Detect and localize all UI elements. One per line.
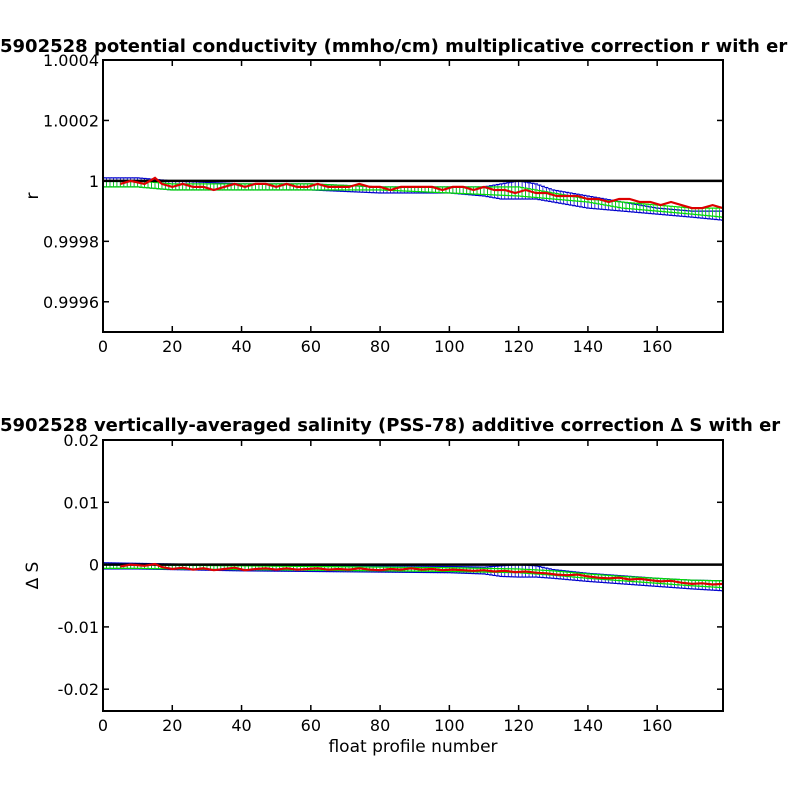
error-bar [644,203,649,211]
error-bar [679,206,684,214]
error-bar [572,196,577,202]
series-layer [103,562,723,592]
error-bar [721,210,723,221]
error-bar [357,185,362,191]
x-tick-label: 100 [434,337,465,356]
error-bar [624,201,629,209]
y-axis-label: r [23,193,43,200]
y-tick-label: 0.9996 [43,293,99,312]
error-bar [675,206,680,214]
error-bar [353,185,358,191]
plot-conductivity-correction: 0 20 40 60 80 100 120 140 160 0.9996 0.9998 1 1.0002… [23,51,724,356]
error-bar [592,199,597,204]
error-bar [714,207,719,218]
y-tick-label: -0.02 [58,680,99,699]
error-bar [620,201,625,209]
y-tick-label: 1.0002 [43,111,99,130]
error-bar [634,202,639,210]
error-bar [537,189,542,199]
error-bar [662,205,667,213]
error-bar [149,181,154,189]
y-tick-label: 1.0004 [43,51,99,70]
x-tick-label: 120 [503,716,534,735]
y-tick-label: 0.02 [63,431,99,450]
x-tick-label: 20 [162,716,182,735]
y-tick-label: 0.9998 [43,232,99,251]
error-bar [707,207,712,217]
error-bar [513,186,518,197]
x-tick-label: 60 [301,337,321,356]
estimate-line [119,176,723,210]
x-tick-label: 40 [231,716,251,735]
plot-frame [102,439,724,712]
error-bar [665,205,670,213]
error-bar [211,564,216,570]
x-axis-label: float profile number [328,737,497,757]
x-tick-label: 20 [162,337,182,356]
series-layer [103,176,723,221]
x-tick-label: 140 [573,337,604,356]
chart-title-top: 5902528 potential conductivity (mmho/cm)… [0,36,787,57]
x-tick-label: 140 [573,716,604,735]
plot-salinity-correction: 0 20 40 60 80 100 120 140 160 -0.02 -0.01 0 0.01 0.02… [23,431,724,757]
error-bar [637,202,642,211]
x-tick-label: 80 [370,337,390,356]
y-tick-label: 0 [89,556,99,575]
error-bar [641,203,646,211]
error-bar [703,207,708,217]
y-axis-label: ∆ S [23,562,43,591]
error-bar [156,182,161,190]
error-bar [710,207,715,217]
x-tick-label: 100 [434,716,465,735]
error-bar [152,181,157,190]
x-tick-label: 40 [231,337,251,356]
x-tick-label: 0 [98,337,108,356]
x-tick-label: 80 [370,716,390,735]
error-bar [575,196,580,202]
x-tick-label: 60 [301,716,321,735]
x-tick-label: 120 [503,337,534,356]
error-bar [360,185,365,191]
x-tick-label: 160 [642,716,673,735]
error-bar [672,205,677,214]
error-bar [617,201,622,209]
plot-frame [102,59,724,333]
error-bar [721,580,723,589]
x-tick-label: 0 [98,716,108,735]
error-bar [613,200,618,208]
error-bar [717,207,722,218]
error-bar [669,205,674,213]
error-bar [630,202,635,210]
chart-title-bottom: 5902528 vertically-averaged salinity (PS… [0,415,780,436]
error-bar [530,188,535,198]
y-tick-label: 0.01 [63,493,99,512]
x-tick-label: 160 [642,337,673,356]
error-bar [103,562,105,570]
error-bar [502,186,507,196]
estimate-line [120,562,723,586]
error-bar [651,204,656,212]
error-bar [627,202,632,210]
y-tick-label: -0.01 [58,618,99,637]
y-tick-label: 1 [89,172,99,191]
error-bar [648,203,653,212]
